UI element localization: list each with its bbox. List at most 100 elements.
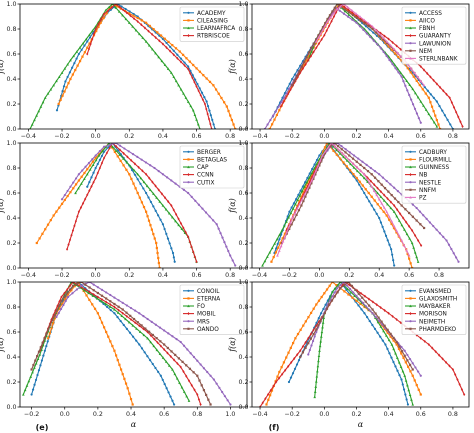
series-point-maybaker xyxy=(410,398,413,401)
legend-label-nnfm: NNFM xyxy=(419,188,436,194)
series-point-ccnn xyxy=(88,189,91,193)
series-point-betaglas xyxy=(155,241,158,245)
series-point-conoil xyxy=(39,364,42,367)
series-line-glaxosmith xyxy=(265,282,422,405)
series-point-aiico xyxy=(305,59,308,62)
series-point-neimeth xyxy=(411,362,414,365)
series-point-lawunion xyxy=(382,50,385,53)
series-point-academy xyxy=(198,87,201,90)
legend-marker-cap xyxy=(187,165,190,169)
legend-marker-cutix xyxy=(187,181,190,184)
series-point-guaranty xyxy=(284,96,287,100)
series-point-learnafrca xyxy=(107,5,111,9)
series-point-berger xyxy=(149,200,153,204)
series-point-cileasing xyxy=(95,29,98,33)
series-point-academy xyxy=(212,123,215,126)
series-point-glaxosmith xyxy=(392,339,395,342)
series-point-lawunion xyxy=(342,12,346,15)
y-tick-label: 0.2 xyxy=(6,240,16,247)
series-point-glaxosmith xyxy=(304,320,307,323)
series-point-neimeth xyxy=(414,366,417,369)
series-point-academy xyxy=(73,62,76,65)
series-point-lawunion xyxy=(411,103,415,106)
series-point-eterna xyxy=(113,349,116,352)
series-point-cileasing xyxy=(57,102,60,106)
x-tick-label: 0.2 xyxy=(93,411,103,418)
legend-marker-fbnh xyxy=(409,26,412,30)
legend-marker-rtbriscoe xyxy=(187,34,190,38)
series-point-ccnn xyxy=(102,156,106,160)
series-point-nestle xyxy=(418,210,422,213)
series-point-guinness xyxy=(415,255,418,259)
series-point-conoil xyxy=(113,312,116,315)
series-point-nb xyxy=(411,228,414,233)
series-point-cileasing xyxy=(232,123,235,126)
series-point-conoil xyxy=(119,319,122,323)
series-point-cileasing xyxy=(182,53,185,56)
series-point-ccnn xyxy=(137,165,140,169)
legend-label-glaxosmith: GLAXOSMITH xyxy=(419,297,457,303)
series-point-nnfm xyxy=(308,186,311,189)
legend-marker-nnfm xyxy=(409,188,412,191)
series-point-glaxosmith xyxy=(269,394,272,397)
series-line-maybaker xyxy=(314,282,414,405)
series-point-cileasing xyxy=(145,21,148,24)
series-point-pz xyxy=(372,189,376,193)
series-point-rtbriscoe xyxy=(205,107,208,111)
series-point-neimeth xyxy=(352,291,355,294)
series-point-cap xyxy=(148,188,152,191)
series-point-betaglas xyxy=(155,246,158,250)
series-point-neimeth xyxy=(331,295,334,298)
series-point-oando xyxy=(132,317,136,321)
series-point-flourmill xyxy=(358,180,361,183)
series-point-glaxosmith xyxy=(325,288,329,291)
series-point-ccnn xyxy=(177,217,180,221)
legend-label-access: ACCESS xyxy=(419,11,442,17)
series-point-cutix xyxy=(166,176,169,179)
series-point-learnafrca xyxy=(157,55,161,59)
series-point-pz xyxy=(382,206,386,209)
series-point-fbnh xyxy=(399,71,403,74)
series-point-academy xyxy=(176,53,179,56)
legend-label-eterna: ETERNA xyxy=(197,297,220,303)
series-point-lawunion xyxy=(347,15,350,18)
series-point-nem xyxy=(295,74,299,77)
series-point-ccnn xyxy=(154,184,157,188)
series-point-fbnh xyxy=(432,120,436,124)
series-point-mobil xyxy=(113,305,116,309)
series-point-nnfm xyxy=(419,223,422,226)
series-point-ccnn xyxy=(175,212,178,216)
series-point-cap xyxy=(74,191,77,195)
series-point-mobil xyxy=(92,292,95,297)
series-point-mrs xyxy=(209,374,212,377)
series-point-guaranty xyxy=(347,8,350,12)
x-tick-label: −0.4 xyxy=(252,272,267,279)
series-point-nestle xyxy=(365,163,368,166)
legend-label-neimeth: NEIMETH xyxy=(419,319,445,325)
x-tick-label: 0.2 xyxy=(351,133,361,140)
series-point-nem xyxy=(314,38,318,41)
series-point-cadbury xyxy=(275,247,278,250)
series-point-aiico xyxy=(278,109,281,112)
series-point-oando xyxy=(60,299,63,302)
legend-marker-nestle xyxy=(409,181,412,184)
series-point-nem xyxy=(298,70,301,73)
y-tick-label: 0.4 xyxy=(238,76,248,83)
series-point-learnafrca xyxy=(49,87,53,91)
series-point-glaxosmith xyxy=(323,292,326,295)
series-point-mrs xyxy=(212,378,215,381)
series-point-morison xyxy=(281,372,284,376)
series-point-cileasing xyxy=(163,37,166,40)
series-point-oando xyxy=(30,368,33,371)
series-point-evansmed xyxy=(381,339,384,342)
series-point-nestle xyxy=(438,232,442,235)
series-point-ccnn xyxy=(193,255,196,259)
series-point-ccnn xyxy=(100,161,104,165)
series-point-cileasing xyxy=(178,50,181,53)
legend-label-cap: CAP xyxy=(197,165,209,171)
series-point-oando xyxy=(196,374,199,377)
series-point-glaxosmith xyxy=(407,365,410,368)
series-point-berger xyxy=(172,256,175,259)
series-point-nnfm xyxy=(306,191,309,194)
series-point-glaxosmith xyxy=(411,374,414,377)
